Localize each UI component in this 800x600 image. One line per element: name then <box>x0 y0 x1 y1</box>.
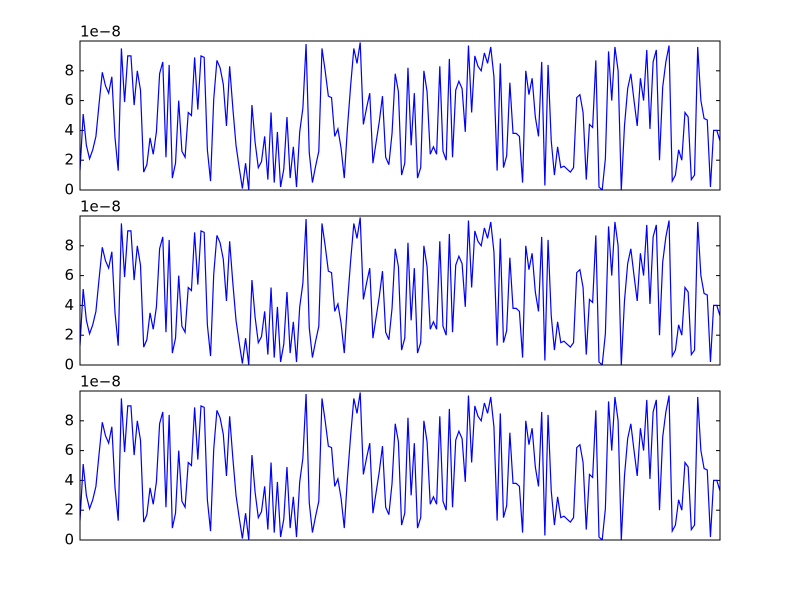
y-tick-label: 8 <box>64 411 74 429</box>
y-tick-label: 0 <box>64 181 74 199</box>
y-tick-label: 0 <box>64 356 74 374</box>
axes-frame <box>79 215 721 366</box>
y-tick-label: 6 <box>64 441 74 459</box>
y-tick-label: 6 <box>64 266 74 284</box>
data-line <box>80 217 720 365</box>
y-tick-label: 4 <box>64 471 74 489</box>
y-tick-label: 8 <box>64 236 74 254</box>
axes-frame <box>79 40 721 191</box>
axes-frame <box>79 390 721 541</box>
offset-label: 1e−8 <box>80 23 121 41</box>
y-tick-label: 0 <box>64 531 74 549</box>
y-tick-label: 8 <box>64 61 74 79</box>
offset-label: 1e−8 <box>80 198 121 216</box>
y-tick-label: 4 <box>64 121 74 139</box>
y-tick-label: 4 <box>64 296 74 314</box>
y-tick-label: 2 <box>64 501 74 519</box>
y-tick-label: 6 <box>64 91 74 109</box>
data-line <box>80 392 720 540</box>
y-tick-label: 2 <box>64 326 74 344</box>
data-line <box>80 42 720 190</box>
offset-label: 1e−8 <box>80 373 121 391</box>
y-tick-label: 2 <box>64 151 74 169</box>
